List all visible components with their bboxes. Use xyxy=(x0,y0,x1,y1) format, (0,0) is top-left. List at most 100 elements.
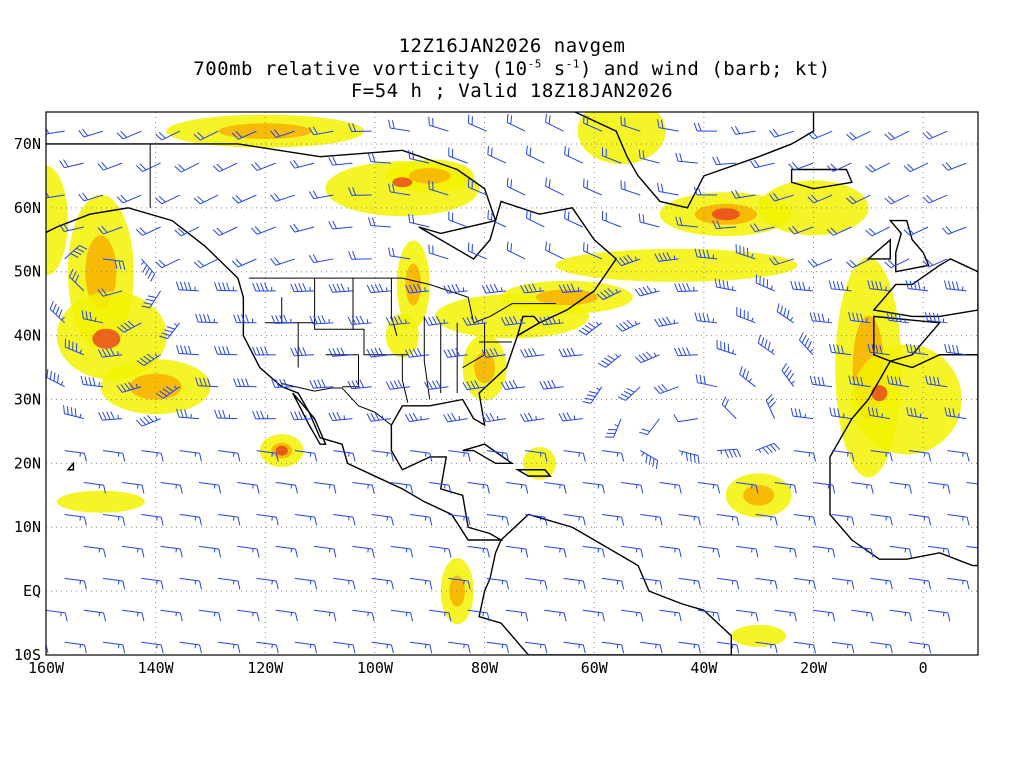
wind-barb xyxy=(59,159,84,169)
wind-barb xyxy=(352,482,375,494)
wind-barb xyxy=(675,216,698,228)
wind-barb xyxy=(467,609,490,622)
wind-barb xyxy=(174,226,200,237)
wind-barb xyxy=(309,379,334,389)
lon-label: 0 xyxy=(919,659,928,677)
wind-barb xyxy=(812,482,836,494)
wind-barb xyxy=(525,145,545,164)
wind-barb xyxy=(620,116,641,132)
wind-barb xyxy=(193,194,219,205)
wind-barb xyxy=(404,412,430,423)
wind-barb xyxy=(851,609,874,622)
wind-barb xyxy=(563,641,586,654)
wind-barb xyxy=(63,405,84,420)
lon-label: 60W xyxy=(581,659,609,677)
wind-barb xyxy=(160,482,183,494)
wind-barb xyxy=(231,194,257,204)
wind-barb xyxy=(620,180,641,196)
wind-barb xyxy=(140,258,156,282)
wind-barb xyxy=(409,577,433,590)
wind-barb xyxy=(886,375,909,388)
vorticity-area-low xyxy=(731,624,787,647)
lon-label: 40W xyxy=(690,659,718,677)
wind-barb xyxy=(486,450,510,462)
wind-barb xyxy=(289,223,315,233)
wind-barb xyxy=(83,609,107,622)
wind-barb xyxy=(889,482,912,494)
wind-barb xyxy=(865,162,890,173)
plot-frame xyxy=(45,111,979,656)
wind-barb xyxy=(371,513,394,526)
wind-barb xyxy=(64,513,87,526)
wind-barb xyxy=(390,482,414,494)
wind-barb xyxy=(867,343,890,356)
wind-barb xyxy=(774,545,797,558)
wind-barb xyxy=(366,283,391,294)
wind-barb xyxy=(564,209,583,228)
wind-barb xyxy=(256,450,279,462)
coastline-europe xyxy=(872,258,978,318)
wind-barb xyxy=(409,513,433,526)
wind-barb xyxy=(462,315,487,326)
wind-barb xyxy=(714,278,737,292)
wind-barb xyxy=(328,156,353,166)
vorticity-area-high xyxy=(871,385,888,402)
wind-barb xyxy=(564,145,583,164)
wind-barb xyxy=(214,345,238,356)
wind-barb xyxy=(928,482,951,494)
wind-barb xyxy=(947,513,970,526)
vorticity-area-mid xyxy=(408,168,451,184)
wind-barb xyxy=(634,351,660,364)
wind-barb xyxy=(117,320,142,333)
wind-barb xyxy=(601,577,625,590)
wind-barb xyxy=(218,641,241,654)
wind-barb xyxy=(846,258,871,269)
wind-barb xyxy=(214,282,238,292)
vorticity-area-high xyxy=(711,208,740,221)
wind-barb xyxy=(467,482,490,494)
wind-barb xyxy=(467,114,487,132)
wind-barb xyxy=(558,347,583,358)
wind-barb xyxy=(578,321,603,336)
wind-barb xyxy=(352,545,375,558)
wind-barb xyxy=(583,242,603,260)
wind-barb xyxy=(832,513,855,526)
vorticity-area-mid xyxy=(743,484,775,506)
wind-barb xyxy=(812,545,836,558)
wind-barb xyxy=(81,310,104,324)
wind-barb xyxy=(908,641,932,654)
wind-barb xyxy=(270,257,296,266)
coastline-ne-us xyxy=(516,315,541,338)
wind-barb xyxy=(78,192,104,202)
wind-barb xyxy=(231,130,257,140)
wind-barb xyxy=(102,450,126,462)
wind-barb xyxy=(674,347,698,357)
wind-barb xyxy=(429,545,452,558)
wind-barb xyxy=(832,450,855,462)
wind-barb xyxy=(621,482,644,494)
wind-barb xyxy=(505,482,529,494)
wind-barb xyxy=(675,152,698,164)
wind-barb xyxy=(46,127,65,135)
wind-barb xyxy=(947,577,970,590)
wind-barb xyxy=(83,545,107,558)
wind-barb xyxy=(601,147,622,164)
lat-label: 40N xyxy=(14,327,41,345)
wind-barb xyxy=(252,282,276,292)
wind-barb xyxy=(922,130,948,140)
wind-barb xyxy=(271,314,295,324)
wind-barb xyxy=(155,194,180,205)
wind-barb xyxy=(731,189,756,199)
coastline-africa xyxy=(829,354,978,567)
wind-barb xyxy=(781,363,795,387)
wind-barb xyxy=(160,545,183,558)
wind-barbs xyxy=(46,113,978,654)
wind-barb xyxy=(621,609,644,622)
wind-barb xyxy=(366,347,391,358)
coastline-cuba xyxy=(462,443,515,465)
wind-barb xyxy=(212,162,238,173)
wind-barb xyxy=(908,450,932,462)
wind-barb xyxy=(486,641,510,654)
wind-barb xyxy=(694,312,718,324)
wind-barb xyxy=(481,412,507,423)
